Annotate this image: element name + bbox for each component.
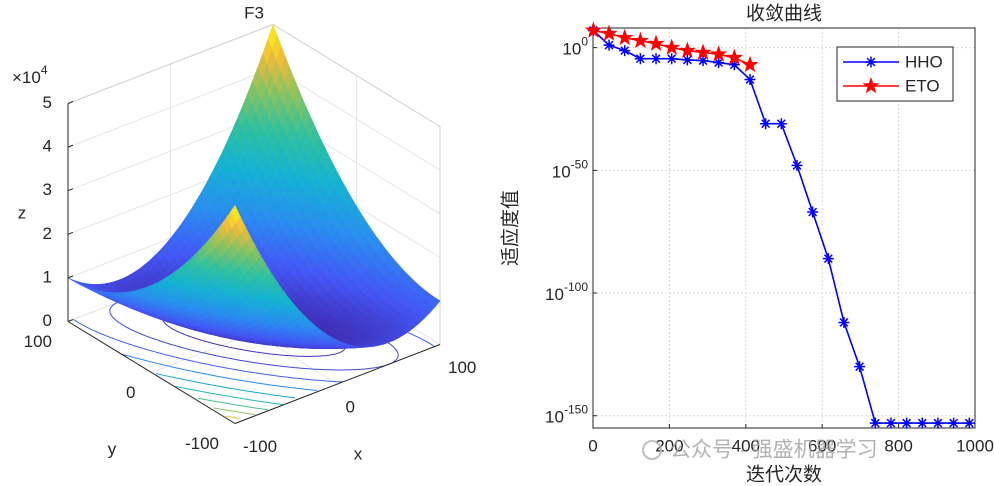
y-tick-label: 100 [24, 332, 52, 351]
marker [697, 55, 709, 67]
marker [713, 57, 725, 69]
y-tick-label-base: 10 [545, 408, 564, 427]
y-tick-label-exponent: -150 [564, 403, 588, 417]
z-tick [67, 144, 74, 148]
x-tick-label: 400 [732, 436, 760, 455]
z-tick-label: 3 [43, 180, 52, 199]
marker [647, 34, 665, 52]
legend-box [836, 46, 954, 102]
y-axis-label: 适应度值 [499, 190, 521, 266]
y-tick-label-exponent: -50 [571, 158, 589, 172]
z-tick [67, 101, 74, 104]
marker [854, 361, 866, 373]
marker [741, 55, 759, 73]
marker [710, 45, 728, 62]
x-axis [234, 344, 441, 424]
z-scale-label-base: ×10 [12, 68, 41, 87]
marker [822, 253, 834, 265]
legend-marker [865, 56, 877, 68]
x-axis-label: x [354, 444, 363, 463]
marker [838, 316, 850, 328]
marker [869, 417, 881, 429]
marker [631, 31, 649, 49]
marker [694, 43, 712, 60]
box-edge [67, 24, 274, 104]
marker [616, 28, 634, 46]
z-tick [67, 231, 74, 235]
x-tick-label: 100 [448, 358, 476, 377]
y-tick-label: 10-50 [552, 158, 589, 182]
x-tick-label: 800 [884, 436, 912, 455]
z-tick [67, 188, 74, 192]
marker [603, 39, 615, 51]
watermark-icon [642, 440, 662, 460]
x-tick-label: 1000 [956, 436, 994, 455]
y-tick-label: 0 [126, 383, 135, 402]
z-tick-label: 2 [43, 224, 52, 243]
y-tick-label: 10-150 [545, 403, 588, 427]
marker [807, 206, 819, 218]
surface-patch [230, 204, 241, 223]
y-tick-label-base: 10 [545, 286, 564, 305]
marker [663, 38, 681, 55]
marker [666, 53, 678, 65]
axes-box [592, 27, 976, 429]
y-tick-label-base: 10 [552, 163, 571, 182]
box-edge [272, 24, 441, 127]
marker [681, 54, 693, 66]
watermark: 公众号 · 强盛机器学习 [670, 439, 878, 462]
chart-title: F3 [244, 3, 264, 22]
marker [791, 159, 803, 171]
marker [963, 417, 975, 429]
x-tick-label: 200 [655, 436, 683, 455]
marker [775, 118, 787, 130]
z-scale-label-exponent: 4 [41, 63, 48, 77]
marker [678, 41, 696, 58]
marker [725, 48, 743, 66]
marker [650, 53, 662, 65]
marker [885, 417, 897, 429]
marker [600, 24, 618, 41]
marker [728, 59, 740, 71]
y-tick-label-base: 10 [562, 40, 581, 59]
marker [584, 21, 602, 38]
y-tick-label-exponent: -100 [564, 280, 588, 294]
legend-label: HHO [905, 52, 943, 71]
y-tick-label-exponent: 0 [581, 35, 588, 49]
marker [916, 417, 928, 429]
y-axis-label: y [108, 439, 117, 458]
marker [932, 417, 944, 429]
marker [760, 118, 772, 130]
x-tick-label: -100 [243, 437, 277, 456]
legend-label: ETO [905, 76, 940, 95]
z-tick-label: 0 [43, 311, 52, 330]
y-tick-label: 10-100 [545, 280, 588, 304]
z-tick-label: 5 [43, 93, 52, 112]
y-tick-label: -100 [185, 434, 219, 453]
legend-marker [862, 76, 880, 94]
x-tick-label: 600 [808, 436, 836, 455]
x-axis-label: 迭代次数 [746, 463, 822, 485]
x-tick-label: 0 [346, 397, 355, 416]
marker [948, 417, 960, 429]
y-axis [67, 321, 236, 424]
marker [901, 417, 913, 429]
z-scale-label: ×104 [12, 63, 48, 87]
marker [619, 45, 631, 57]
marker [634, 53, 646, 65]
z-axis-label: z [18, 203, 27, 222]
chart-title: 收敛曲线 [746, 2, 822, 24]
z-tick-label: 4 [43, 137, 52, 156]
y-tick-label: 100 [562, 35, 588, 59]
marker [744, 74, 756, 86]
x-tick-label: 0 [588, 436, 597, 455]
z-tick [67, 275, 74, 279]
z-tick-label: 1 [43, 267, 52, 286]
z-tick [67, 319, 74, 322]
